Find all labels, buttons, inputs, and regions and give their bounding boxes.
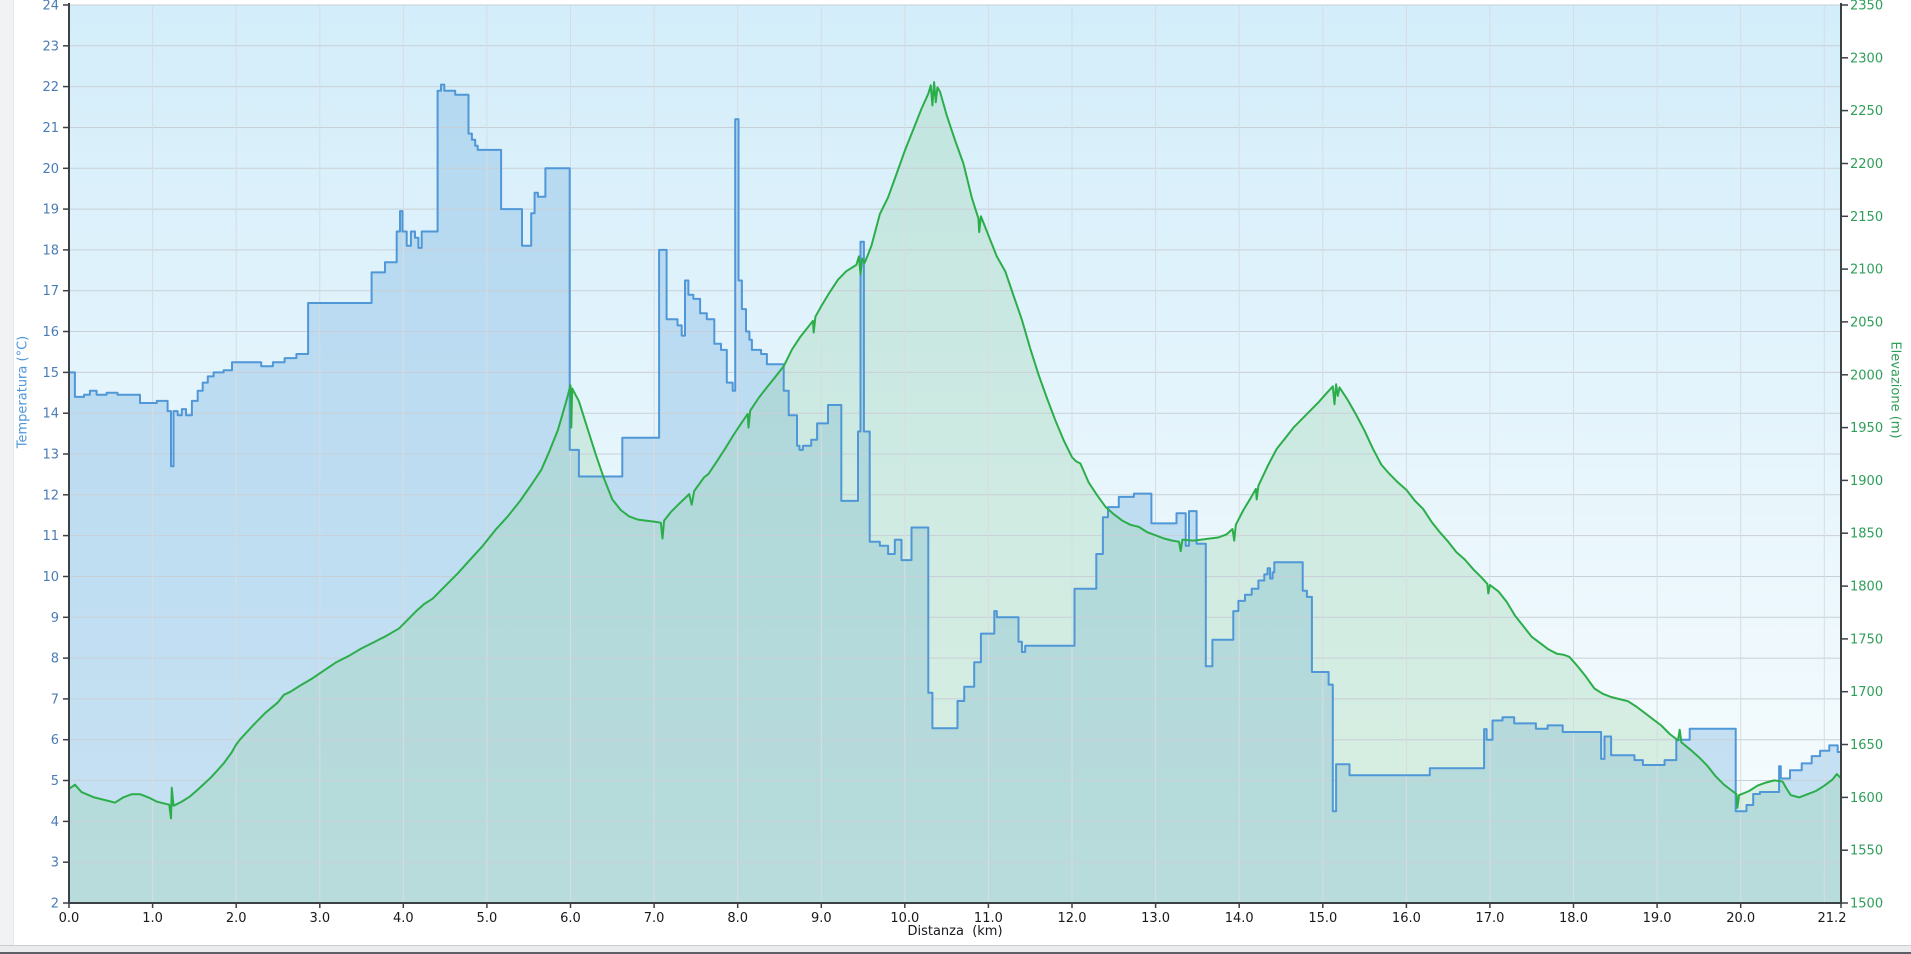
x-tick-label: 12.0 [1058,911,1087,926]
left-tick-label: 2 [51,897,59,912]
temperature-line [69,83,1841,813]
left-tick-label: 24 [42,0,59,14]
left-tick-label: 11 [42,529,59,544]
left-tick-label: 17 [42,284,59,299]
left-tick-label: 13 [42,448,59,463]
elevation-area-fill [69,82,1841,904]
elevation-line [68,81,1842,820]
right-tick-label: 2100 [1850,263,1883,278]
x-tick-label: 18.0 [1559,911,1588,926]
x-tick-label: 4.0 [393,911,414,926]
x-tick-label: 3.0 [309,911,330,926]
right-tick-label: 1650 [1850,738,1883,753]
window-bottom-bar [0,945,1911,954]
left-tick-label: 14 [42,407,59,422]
x-tick-label: 21.2 [1818,911,1847,926]
right-tick-label: 2250 [1850,104,1883,119]
x-tick-label: 15.0 [1308,911,1337,926]
left-tick-label: 6 [51,733,59,748]
right-tick-label: 2350 [1850,0,1883,14]
left-tick-label: 20 [42,162,59,177]
right-tick-label: 1700 [1850,685,1883,700]
x-tick-label: 11.0 [974,911,1003,926]
right-tick-label: 1850 [1850,527,1883,542]
right-tick-label: 1600 [1850,791,1883,806]
left-tick-label: 5 [51,774,59,789]
right-tick-label: 1950 [1850,421,1883,436]
x-tick-label: 5.0 [477,911,498,926]
left-tick-label: 9 [51,611,59,626]
right-tick-label: 1550 [1850,844,1883,859]
right-tick-label: 1750 [1850,632,1883,647]
right-tick-label: 1900 [1850,474,1883,489]
x-tick-label: 6.0 [560,911,581,926]
left-tick-label: 19 [42,203,59,218]
x-tick-label: 0.0 [59,911,80,926]
right-tick-label: 2200 [1850,157,1883,172]
x-tick-label: 16.0 [1392,911,1421,926]
x-tick-label: 19.0 [1643,911,1672,926]
right-tick-label: 2050 [1850,315,1883,330]
x-tick-label: 14.0 [1225,911,1254,926]
right-tick-label: 1500 [1850,897,1883,912]
x-axis-title-distance: Distanza (km) [907,924,1003,939]
y-axis-title-temperature: Temperatura (°C) [15,335,31,449]
x-tick-label: 9.0 [811,911,832,926]
y-axis-title-elevation: Elevazione (m) [1887,341,1903,439]
right-tick-label: 2150 [1850,210,1883,225]
left-tick-label: 7 [51,692,59,707]
x-tick-label: 13.0 [1141,911,1170,926]
right-tick-label: 1800 [1850,580,1883,595]
x-tick-label: 7.0 [644,911,665,926]
x-tick-label: 10.0 [890,911,919,926]
window-left-edge [0,0,14,954]
x-tick-label: 1.0 [142,911,163,926]
right-tick-label: 2000 [1850,368,1883,383]
left-tick-label: 22 [42,80,59,95]
x-tick-label: 8.0 [727,911,748,926]
left-tick-label: 23 [42,39,59,54]
x-tick-label: 17.0 [1475,911,1504,926]
x-tick-label: 2.0 [226,911,247,926]
left-tick-label: 18 [42,243,59,258]
left-tick-label: 4 [51,815,59,830]
left-tick-label: 10 [42,570,59,585]
left-tick-label: 15 [42,366,59,381]
left-tick-label: 21 [42,121,59,136]
left-tick-label: 3 [51,856,59,871]
left-tick-label: 8 [51,652,59,667]
left-tick-label: 12 [42,488,59,503]
left-tick-label: 16 [42,325,59,340]
right-tick-label: 2300 [1850,51,1883,66]
x-tick-label: 20.0 [1726,911,1755,926]
